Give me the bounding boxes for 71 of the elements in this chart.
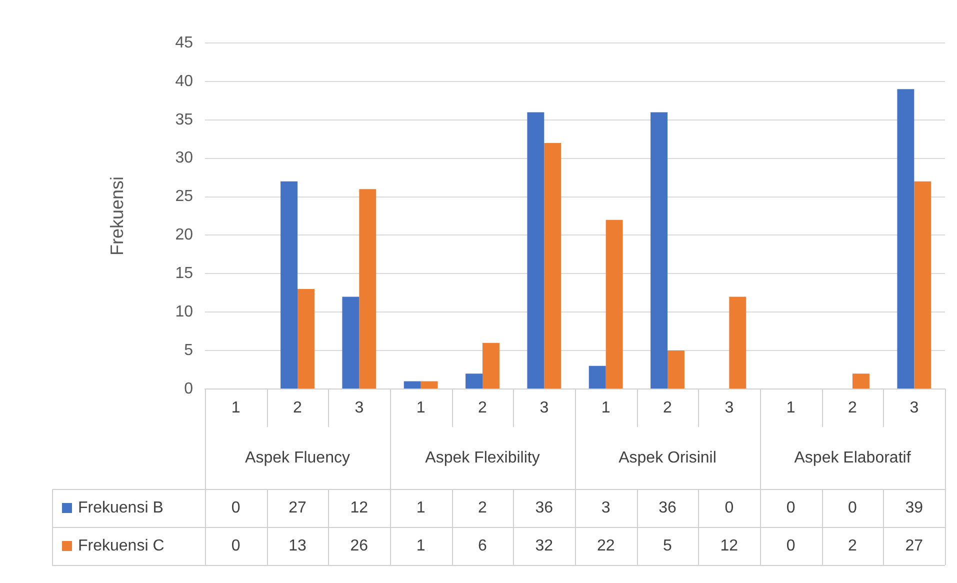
bar — [420, 381, 438, 388]
bar — [897, 89, 914, 388]
bar — [544, 142, 562, 388]
data-label: 22 — [596, 537, 615, 554]
text: Aspek Flexibility — [425, 449, 540, 466]
y-tick-label: 45 — [175, 34, 194, 52]
y-tick-label: 35 — [175, 111, 194, 128]
y-tick-label: 25 — [175, 188, 194, 206]
bar — [482, 342, 500, 388]
bar — [342, 296, 360, 388]
bar — [404, 381, 421, 388]
bar — [280, 181, 298, 388]
x-tick-label: 1 — [601, 399, 610, 416]
x-tick-label: 1 — [786, 399, 796, 416]
data-label: 2 — [478, 499, 488, 516]
bar — [466, 374, 482, 388]
bar — [668, 350, 684, 388]
bar — [359, 189, 376, 388]
data-label: 32 — [535, 537, 554, 554]
data-label: 39 — [905, 499, 924, 516]
x-tick-label: 2 — [293, 399, 302, 416]
text: Aspek Orisinil — [618, 449, 716, 466]
y-tick-label: 20 — [175, 226, 194, 244]
data-label: 27 — [905, 537, 924, 554]
data-label: 36 — [658, 499, 676, 516]
y-tick-label: 10 — [175, 304, 194, 321]
data-label: 5 — [663, 537, 672, 554]
x-tick-label: 3 — [540, 399, 549, 416]
bar — [852, 374, 870, 388]
data-label: 0 — [724, 499, 734, 516]
bar — [729, 296, 746, 388]
x-tick-label: 3 — [910, 399, 919, 416]
data-label: 26 — [350, 537, 368, 554]
x-tick-label: 2 — [478, 399, 488, 416]
data-label: 0 — [786, 499, 796, 516]
x-tick-label: 1 — [231, 399, 240, 416]
data-label: 12 — [720, 537, 738, 554]
bar — [606, 220, 623, 388]
data-label: 36 — [535, 499, 554, 516]
data-label: 3 — [601, 499, 610, 516]
x-tick-label: 2 — [848, 399, 858, 416]
data-label: 1 — [416, 537, 426, 554]
bar — [650, 112, 668, 388]
x-tick-label: 3 — [724, 399, 734, 416]
bar — [527, 112, 544, 388]
data-label: 13 — [288, 537, 306, 554]
text: Aspek Elaboratif — [794, 449, 912, 466]
bar — [588, 366, 606, 388]
y-tick-label: 0 — [184, 380, 194, 398]
y-tick-label: 15 — [175, 265, 194, 282]
y-tick-label: 30 — [175, 150, 194, 167]
data-label: 2 — [848, 537, 858, 554]
text: Aspek Fluency — [245, 449, 350, 466]
bar — [298, 289, 314, 388]
y-tick-label: 5 — [184, 342, 194, 359]
legend-label: Frekuensi C — [78, 537, 164, 554]
x-tick-label: 3 — [354, 399, 364, 416]
data-label: 0 — [231, 499, 240, 516]
y-tick-label: 40 — [175, 72, 194, 90]
y-axis-title: Frekuensi — [106, 176, 127, 256]
data-label: 1 — [416, 499, 426, 516]
bar — [914, 181, 932, 388]
x-tick-label: 1 — [416, 399, 426, 416]
data-label: 0 — [786, 537, 796, 554]
legend-label: Frekuensi B — [78, 499, 164, 516]
data-label: 0 — [231, 537, 240, 554]
data-label: 27 — [288, 499, 306, 516]
data-label: 6 — [478, 537, 488, 554]
data-label: 0 — [848, 499, 858, 516]
data-label: 12 — [350, 499, 368, 516]
x-tick-label: 2 — [663, 399, 672, 416]
